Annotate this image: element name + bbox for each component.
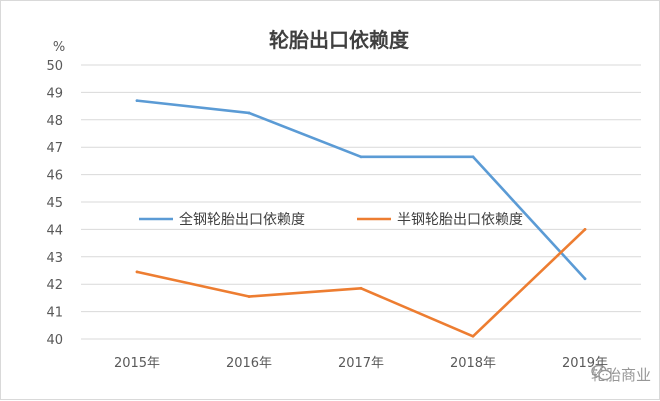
chart-title: 轮胎出口依赖度 <box>269 28 410 52</box>
data-point <box>247 295 251 298</box>
y-tick-label: 43 <box>46 251 63 266</box>
data-point <box>471 334 475 338</box>
data-point <box>247 111 251 115</box>
data-point <box>471 155 475 159</box>
x-tick-label: 2016年 <box>226 356 272 371</box>
legend-label: 半钢轮胎出口依赖度 <box>397 212 523 228</box>
x-axis-ticks: 2015年 2016年 2017年 2018年 2019年 <box>114 356 608 371</box>
series-line-1 <box>135 99 587 281</box>
series-line-2 <box>135 228 587 338</box>
series-lines <box>135 99 587 338</box>
data-point <box>583 228 587 231</box>
x-tick-label: 2019年 <box>562 356 608 371</box>
y-tick-label: 49 <box>46 86 63 101</box>
y-tick-label: 44 <box>46 223 63 238</box>
legend-label: 全钢轮胎出口依赖度 <box>179 211 305 228</box>
data-point <box>359 155 363 159</box>
grid-lines <box>81 64 641 340</box>
data-point <box>359 286 363 290</box>
y-tick-label: 45 <box>46 196 63 211</box>
legend: 全钢轮胎出口依赖度 半钢轮胎出口依赖度 <box>139 211 523 228</box>
data-point <box>135 270 139 274</box>
x-tick-label: 2018年 <box>450 356 496 371</box>
y-tick-label: 48 <box>46 114 63 129</box>
data-point <box>135 99 139 103</box>
y-tick-label: 41 <box>46 306 63 321</box>
watermark: 轮胎商业 <box>591 364 651 385</box>
y-tick-label: 50 <box>46 59 63 74</box>
x-tick-label: 2015年 <box>114 356 160 371</box>
y-axis-unit-label: % <box>53 40 65 55</box>
y-axis-ticks: 40 41 42 43 44 45 46 47 48 49 50 <box>46 59 63 348</box>
x-tick-label: 2017年 <box>338 356 384 371</box>
data-point <box>583 277 587 281</box>
y-tick-label: 40 <box>46 333 63 348</box>
y-tick-label: 47 <box>46 141 63 156</box>
y-tick-label: 42 <box>46 278 63 293</box>
wechat-icon <box>591 364 612 381</box>
y-tick-label: 46 <box>46 169 63 184</box>
